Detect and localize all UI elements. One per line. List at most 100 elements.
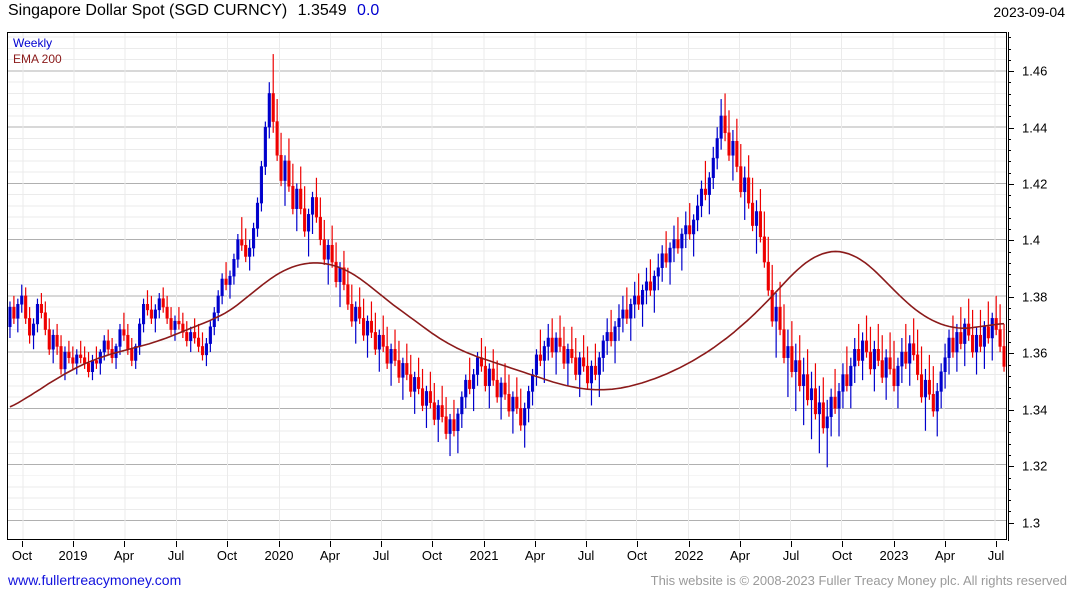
x-axis-tick xyxy=(227,541,228,547)
y-axis-minor-tick xyxy=(1008,432,1011,434)
x-axis: Oct 2019 Apr Jul Oct 2020 Apr Jul Oct 2021 Apr Jul O… xyxy=(7,541,1008,569)
y-axis-minor-tick xyxy=(1008,477,1011,479)
x-axis-tick xyxy=(842,541,843,547)
instrument-change: 0.0 xyxy=(357,2,380,19)
y-axis-minor-tick xyxy=(1008,251,1011,253)
y-axis-minor-tick xyxy=(1008,217,1011,219)
x-axis-tick-label: Apr xyxy=(113,548,135,563)
x-axis-tick-label: Jul xyxy=(782,548,800,563)
y-axis-minor-tick xyxy=(1008,104,1011,106)
x-axis-tick-label: Jul xyxy=(577,548,595,563)
instrument-title-group: Singapore Dollar Spot (SGD CURNCY) 1.354… xyxy=(8,2,379,20)
x-axis-tick xyxy=(791,541,792,547)
x-axis-tick-label: Jul xyxy=(987,548,1005,563)
y-axis-tick-label: 1.44 xyxy=(1022,120,1048,136)
y-axis-minor-tick xyxy=(1008,82,1011,84)
price-series-layer xyxy=(8,54,1006,468)
instrument-name: Singapore Dollar Spot (SGD CURNCY) xyxy=(8,2,288,19)
x-axis-tick xyxy=(73,541,74,547)
y-axis-minor-tick xyxy=(1008,59,1011,61)
y-axis-tick xyxy=(1008,353,1014,355)
y-axis-minor-tick xyxy=(1008,229,1011,231)
y-axis-minor-tick xyxy=(1008,263,1011,264)
y-axis-tick xyxy=(1008,71,1014,73)
x-axis-tick-label: Oct xyxy=(216,548,238,563)
x-axis-tick xyxy=(330,541,331,547)
y-axis-minor-tick xyxy=(1008,308,1011,310)
y-axis-tick-label: 1.38 xyxy=(1022,289,1048,305)
x-axis-tick-label: Apr xyxy=(524,548,546,563)
y-axis-minor-tick xyxy=(1008,37,1011,39)
y-axis-minor-tick xyxy=(1008,454,1011,456)
y-axis-minor-tick xyxy=(1008,488,1011,490)
chart-plot-area[interactable]: Weekly EMA 200 xyxy=(7,32,1007,540)
x-axis-tick xyxy=(535,541,536,547)
y-axis-minor-tick xyxy=(1008,421,1011,423)
y-axis-minor-tick xyxy=(1008,93,1011,95)
x-axis-tick-label: Jul xyxy=(372,548,390,563)
y-axis-tick-label: 1.4 xyxy=(1022,232,1041,248)
x-axis-tick-label: 2022 xyxy=(674,548,704,563)
y-axis-minor-tick xyxy=(1008,319,1011,321)
x-axis-tick-label: Oct xyxy=(626,548,648,563)
x-axis-tick-label: 2023 xyxy=(879,548,909,563)
x-axis-tick-label: Oct xyxy=(421,548,443,563)
site-url[interactable]: www.fullertreacymoney.com xyxy=(8,572,182,588)
y-axis-minor-tick xyxy=(1008,511,1011,513)
x-axis-tick xyxy=(894,541,895,547)
y-axis-minor-tick xyxy=(1008,206,1011,208)
y-axis-minor-tick xyxy=(1008,172,1011,174)
y-axis-minor-tick xyxy=(1008,443,1011,445)
x-axis-tick xyxy=(484,541,485,547)
y-axis-tick xyxy=(1008,409,1014,411)
y-axis-tick-label: 1.34 xyxy=(1022,402,1048,418)
y-axis-minor-tick xyxy=(1008,138,1011,140)
y-axis-tick-label: 1.46 xyxy=(1022,63,1048,79)
y-axis-minor-tick xyxy=(1008,285,1011,287)
x-axis-tick xyxy=(586,541,587,547)
copyright-notice: This website is © 2008-2023 Fuller Treac… xyxy=(650,573,1067,588)
y-axis-minor-tick xyxy=(1008,500,1011,502)
y-axis-minor-tick xyxy=(1008,48,1011,50)
instrument-last-price: 1.3549 xyxy=(297,2,347,19)
y-axis-minor-tick xyxy=(1008,398,1011,400)
y-axis-tick xyxy=(1008,466,1014,468)
x-axis-tick-label: Oct xyxy=(831,548,853,563)
x-axis-tick-label: Apr xyxy=(729,548,751,563)
y-axis: 1.46 1.44 1.42 1.4 1.38 1.36 1.34 1.32 1.3 xyxy=(1008,32,1068,541)
x-axis-tick xyxy=(432,541,433,547)
x-axis-tick xyxy=(637,541,638,547)
y-axis-tick xyxy=(1008,296,1014,298)
y-axis-minor-tick xyxy=(1008,330,1011,332)
y-axis-tick-label: 1.32 xyxy=(1022,458,1048,474)
x-axis-tick-label: Apr xyxy=(934,548,956,563)
chart-header: Singapore Dollar Spot (SGD CURNCY) 1.354… xyxy=(0,0,1075,28)
x-axis-tick-label: Oct xyxy=(11,548,33,563)
x-axis-tick xyxy=(279,541,280,547)
y-axis-minor-tick xyxy=(1008,195,1011,197)
y-axis-tick-label: 1.36 xyxy=(1022,345,1048,361)
y-axis-minor-tick xyxy=(1008,161,1011,163)
x-axis-tick xyxy=(996,541,997,547)
y-axis-minor-tick xyxy=(1008,274,1011,276)
y-axis-minor-tick xyxy=(1008,387,1011,389)
y-axis-tick-label: 1.42 xyxy=(1022,176,1048,192)
x-axis-tick-label: 2019 xyxy=(58,548,88,563)
x-axis-tick xyxy=(945,541,946,547)
y-axis-minor-tick xyxy=(1008,116,1011,118)
grid-layer xyxy=(8,33,1006,539)
chart-footer: www.fullertreacymoney.com This website i… xyxy=(0,572,1075,596)
y-axis-minor-tick xyxy=(1008,364,1011,366)
x-axis-tick xyxy=(124,541,125,547)
x-axis-tick-label: Apr xyxy=(319,548,341,563)
x-axis-tick xyxy=(689,541,690,547)
x-axis-tick-label: 2021 xyxy=(469,548,499,563)
x-axis-tick xyxy=(176,541,177,547)
x-axis-tick-label: 2020 xyxy=(264,548,294,563)
y-axis-tick xyxy=(1008,522,1014,524)
x-axis-tick xyxy=(22,541,23,547)
y-axis-tick xyxy=(1008,183,1014,185)
as-of-date: 2023-09-04 xyxy=(993,4,1065,20)
y-axis-tick-label: 1.3 xyxy=(1022,515,1041,531)
